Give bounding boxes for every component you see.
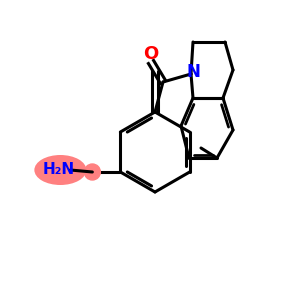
Text: O: O bbox=[143, 45, 159, 63]
Ellipse shape bbox=[34, 155, 86, 185]
Text: N: N bbox=[186, 63, 200, 81]
Circle shape bbox=[84, 164, 101, 180]
Text: H₂N: H₂N bbox=[42, 163, 74, 178]
